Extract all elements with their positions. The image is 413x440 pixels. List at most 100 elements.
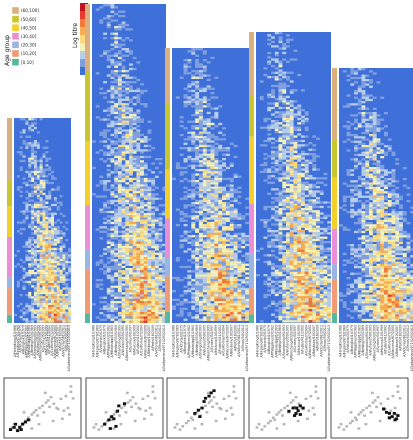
- heatmap-cell: [241, 290, 246, 293]
- heatmap-cell: [53, 313, 57, 317]
- heatmap-cell: [301, 115, 305, 118]
- heatmap-cell: [106, 215, 111, 218]
- heatmap-cell: [278, 164, 283, 167]
- heatmap-cell: [274, 155, 279, 158]
- heatmap-cell: [62, 318, 66, 321]
- heatmap-cell: [19, 118, 23, 121]
- heatmap-cell: [106, 26, 111, 29]
- heatmap-cell: [229, 294, 234, 297]
- heatmap-cell: [183, 186, 188, 189]
- heatmap-cell: [282, 95, 287, 99]
- heatmap-cell: [304, 238, 309, 242]
- heatmap-cell: [68, 294, 72, 297]
- heatmap-cell: [65, 254, 69, 257]
- heatmap-cell: [117, 287, 122, 291]
- heatmap-cell: [206, 276, 211, 280]
- heatmap-cell: [210, 127, 215, 130]
- heatmap-cell: [282, 133, 287, 136]
- heatmap-cell: [308, 153, 313, 156]
- heatmap-cell: [117, 254, 122, 258]
- heatmap-cell: [237, 265, 242, 269]
- heatmap-cell: [218, 221, 223, 225]
- heatmap-cell: [278, 203, 283, 206]
- heatmap-cell: [125, 272, 130, 275]
- heatmap-cell: [301, 122, 305, 125]
- heatmap-cell: [195, 107, 200, 110]
- heatmap-cell: [274, 131, 279, 134]
- heatmap-cell: [129, 257, 133, 260]
- heatmap-cell: [45, 294, 49, 297]
- heatmap-cell: [282, 318, 287, 321]
- heatmap-cell: [59, 212, 63, 215]
- heatmap-cell: [195, 228, 200, 231]
- heatmap-cell: [225, 261, 230, 264]
- heatmap-cell: [136, 175, 141, 178]
- heatmap-cell: [214, 138, 219, 141]
- heatmap-cell: [241, 215, 246, 218]
- heatmap-cell: [198, 118, 203, 121]
- heatmap-cell: [312, 236, 317, 239]
- heatmap-cell: [36, 276, 40, 279]
- heatmap-cell: [129, 180, 133, 183]
- heatmap-cell: [39, 221, 43, 224]
- heatmap-cell: [59, 309, 63, 312]
- heatmap-cell: [68, 261, 72, 264]
- heatmap-cell: [210, 254, 215, 258]
- heatmap-cell: [110, 142, 115, 145]
- heatmap-cell: [376, 129, 381, 132]
- heatmap-cell: [106, 147, 111, 150]
- heatmap-cell: [103, 52, 107, 55]
- heatmap-cell: [222, 292, 227, 295]
- heatmap-cell: [143, 241, 148, 244]
- heatmap-cell: [132, 164, 137, 167]
- heatmap-cell: [117, 230, 122, 233]
- heatmap-cell: [289, 309, 294, 312]
- heatmap-cell: [129, 217, 133, 220]
- heatmap-cell: [42, 296, 46, 299]
- heatmap-cell: [237, 312, 242, 315]
- heatmap-cell: [33, 309, 37, 312]
- heatmap-cell: [282, 315, 287, 319]
- heatmap-cell: [125, 70, 130, 73]
- heatmap-cell: [187, 158, 192, 161]
- heatmap-cell: [117, 279, 122, 282]
- heatmap-cell: [278, 98, 283, 101]
- heatmap-cell: [114, 193, 119, 196]
- heatmap-cell: [369, 140, 373, 143]
- heatmap-cell: [225, 254, 230, 258]
- heatmap-cell: [301, 241, 305, 244]
- heatmap-cell: [125, 287, 130, 291]
- heatmap-cell: [140, 296, 144, 299]
- heatmap-cell: [229, 314, 234, 317]
- heatmap-cell: [121, 98, 126, 101]
- heatmap-cell: [274, 212, 279, 215]
- heatmap-cell: [365, 118, 370, 121]
- heatmap-cell: [53, 294, 57, 297]
- heatmap-cell: [56, 206, 60, 209]
- heatmap-cell: [125, 37, 130, 40]
- heatmap-cell: [202, 105, 207, 108]
- heatmap-cell: [316, 227, 320, 231]
- heatmap-cell: [274, 188, 279, 191]
- heatmap-cell: [151, 292, 156, 295]
- heatmap-cell: [278, 227, 283, 231]
- heatmap-cell: [154, 208, 159, 211]
- heatmap-cell: [132, 89, 137, 93]
- heatmap-cell: [222, 230, 227, 233]
- heatmap-cell: [106, 158, 111, 161]
- heatmap-cell: [125, 28, 130, 31]
- heatmap-cell: [191, 149, 196, 152]
- heatmap-cell: [183, 239, 188, 242]
- heatmap-cell: [129, 235, 133, 238]
- heatmap-cell: [33, 206, 37, 209]
- heatmap-cell: [289, 263, 294, 266]
- heatmap-cell: [65, 307, 69, 310]
- heatmap-cell: [206, 213, 211, 216]
- heatmap-cell: [143, 235, 148, 238]
- heatmap-cell: [372, 127, 377, 130]
- heatmap-cell: [103, 252, 107, 255]
- heatmap-cell: [289, 133, 294, 136]
- heatmap-cell: [282, 278, 287, 281]
- heatmap-cell: [195, 186, 200, 189]
- heatmap-cell: [316, 230, 320, 233]
